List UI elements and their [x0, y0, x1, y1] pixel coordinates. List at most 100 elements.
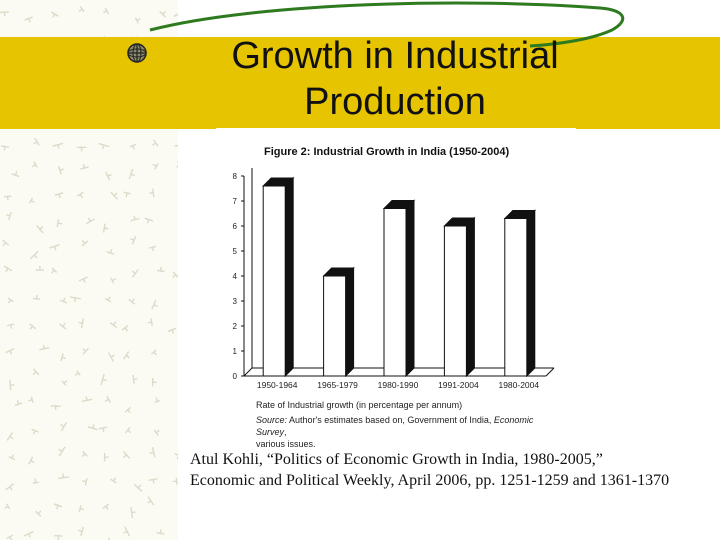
source-italic: Economic Survey: [256, 415, 534, 437]
bar: [504, 218, 528, 377]
y-tick-label: 0: [233, 372, 238, 381]
pattern-glyph: [87, 424, 98, 431]
pattern-glyph: [98, 142, 110, 150]
pattern-glyph: [131, 268, 139, 278]
pattern-glyph: [134, 17, 141, 24]
y-tick-label: 3: [233, 297, 238, 306]
pattern-glyph: [23, 530, 34, 538]
pattern-glyph: [173, 13, 178, 18]
pattern-glyph: [81, 450, 88, 457]
pattern-glyph: [70, 296, 81, 302]
pattern-glyph: [74, 370, 81, 376]
pattern-glyph: [76, 191, 84, 198]
title-band: [0, 37, 720, 129]
pattern-glyph: [174, 452, 178, 460]
pattern-glyph: [49, 244, 60, 251]
pattern-glyph: [29, 250, 39, 260]
x-tick-label: 1980-2004: [498, 380, 539, 390]
pattern-glyph: [2, 239, 10, 247]
chart-source-note: Source: Author's estimates based on, Gov…: [256, 414, 556, 450]
pattern-glyph: [123, 191, 131, 198]
pattern-glyph: [56, 219, 62, 228]
source-line2: various issues.: [256, 439, 316, 449]
pattern-glyph: [156, 266, 165, 273]
pattern-glyph: [52, 142, 64, 149]
pattern-glyph: [106, 249, 115, 255]
bar-chart: 0 1 2 3 4 5 6 7 8 1950-1964 1965-1979 1980-1990 1991…: [233, 168, 555, 390]
y-tick-label: 4: [233, 272, 238, 281]
pattern-glyph: [61, 380, 68, 386]
pattern-glyph: [78, 526, 85, 537]
pattern-glyph: [109, 477, 117, 484]
pattern-glyph: [107, 352, 115, 362]
pattern-glyph: [123, 351, 130, 360]
pattern-glyph: [58, 446, 66, 457]
pattern-glyph: [124, 426, 132, 434]
pattern-glyph: [102, 223, 109, 233]
pattern-glyph: [4, 503, 11, 510]
chart-figure: Figure 2: Industrial Growth in India (19…: [216, 128, 576, 449]
slide-title: Growth in Industrial Production: [231, 35, 559, 123]
pattern-glyph: [110, 191, 119, 200]
pattern-glyph: [122, 450, 131, 459]
pattern-glyph: [151, 299, 158, 310]
pattern-glyph: [152, 162, 159, 170]
bar: [262, 185, 286, 377]
pattern-glyph: [154, 397, 161, 404]
bar-side: [465, 216, 475, 378]
bar-side: [345, 266, 355, 378]
pattern-glyph: [132, 374, 138, 384]
pattern-glyph: [172, 271, 178, 279]
x-tick-label: 1950-1964: [257, 380, 298, 390]
bar-side: [526, 209, 536, 378]
bar: [323, 275, 347, 377]
pattern-glyph: [31, 161, 39, 168]
pattern-glyph: [54, 534, 63, 540]
bar-side: [405, 199, 415, 378]
pattern-glyph: [32, 294, 41, 300]
pattern-glyph: [98, 426, 108, 433]
pattern-glyph: [147, 496, 155, 506]
pattern-glyph: [50, 405, 61, 411]
pattern-glyph: [159, 10, 167, 18]
pattern-glyph: [6, 432, 14, 441]
pattern-glyph: [176, 161, 178, 168]
pattern-glyph: [11, 171, 20, 178]
y-tick-label: 6: [233, 222, 238, 231]
citation-text: Atul Kohli, “Politics of Economic Growth…: [190, 451, 670, 489]
pattern-glyph: [81, 239, 89, 247]
pattern-glyph: [121, 325, 129, 332]
pattern-glyph: [85, 217, 95, 225]
x-tick-label: 1965-1979: [317, 380, 358, 390]
pattern-glyph: [110, 277, 117, 284]
pattern-glyph: [129, 143, 137, 150]
pattern-glyph: [24, 16, 33, 23]
pattern-glyph: [78, 505, 85, 513]
pattern-glyph: [5, 348, 15, 355]
y-tick-label: 5: [233, 247, 238, 256]
source-tail: ,: [284, 427, 287, 437]
pattern-glyph: [5, 211, 12, 220]
pattern-glyph: [148, 478, 158, 484]
pattern-glyph: [104, 296, 112, 303]
pattern-glyph: [109, 321, 118, 329]
pattern-glyph: [54, 192, 64, 199]
pattern-glyph: [51, 267, 58, 274]
pattern-glyph: [100, 373, 107, 385]
pattern-glyph: [149, 447, 156, 458]
pattern-glyph: [76, 146, 87, 152]
globe-bullet-icon: [127, 43, 147, 63]
pattern-glyph: [124, 406, 131, 414]
pattern-glyph: [60, 353, 67, 362]
pattern-glyph: [103, 452, 109, 462]
pattern-glyph: [78, 6, 85, 13]
pattern-glyph: [130, 215, 140, 222]
pattern-glyph: [108, 537, 110, 540]
pattern-glyph: [58, 322, 67, 330]
bar: [383, 208, 407, 377]
pattern-glyph: [3, 195, 12, 201]
x-axis-label: Rate of Industrial growth (in percentage…: [256, 400, 463, 410]
pattern-glyph: [8, 454, 16, 461]
pattern-glyph: [59, 297, 68, 304]
pattern-glyph: [28, 197, 35, 204]
